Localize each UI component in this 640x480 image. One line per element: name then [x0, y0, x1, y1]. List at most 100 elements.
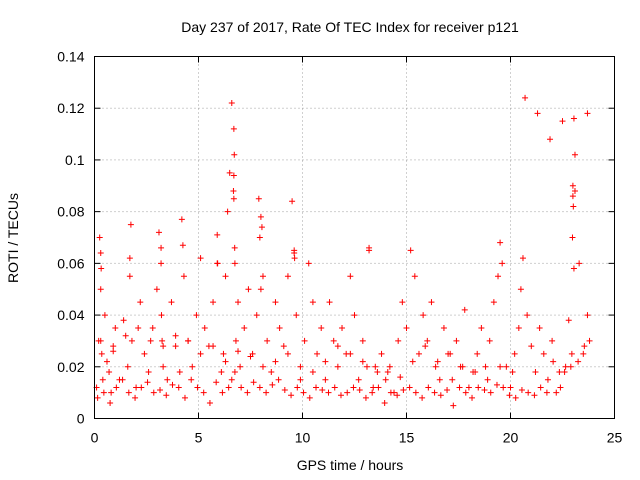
- data-point: [250, 379, 257, 386]
- data-point: [145, 368, 152, 375]
- data-point: [569, 193, 576, 200]
- data-point: [370, 384, 377, 391]
- data-point: [314, 350, 321, 357]
- data-point: [106, 368, 113, 375]
- data-point: [531, 392, 538, 399]
- data-point: [185, 337, 192, 344]
- data-point: [584, 312, 591, 319]
- data-point: [334, 343, 341, 350]
- data-point: [245, 286, 252, 293]
- data-point: [431, 389, 438, 396]
- data-point: [200, 389, 207, 396]
- data-point: [97, 337, 104, 344]
- data-point: [225, 384, 232, 391]
- data-point: [486, 337, 493, 344]
- data-point: [512, 394, 519, 401]
- y-tick-label: 0.08: [57, 204, 84, 220]
- data-point: [550, 358, 557, 365]
- data-point: [440, 325, 447, 331]
- data-point: [509, 368, 516, 375]
- data-point: [259, 273, 266, 280]
- data-point: [119, 376, 126, 383]
- y-tick-label: 0.04: [57, 307, 84, 323]
- data-point: [178, 216, 185, 223]
- data-point: [235, 348, 242, 355]
- data-point: [110, 343, 117, 350]
- data-point: [281, 387, 288, 394]
- data-point: [188, 376, 195, 383]
- data-point: [210, 299, 217, 306]
- data-point: [255, 195, 262, 202]
- data-point: [428, 299, 435, 306]
- data-point: [228, 100, 235, 107]
- data-point: [522, 94, 529, 101]
- data-point: [264, 337, 271, 344]
- data-point: [126, 255, 133, 262]
- data-point: [197, 350, 204, 357]
- data-point: [258, 224, 265, 231]
- data-point: [132, 394, 139, 401]
- data-point: [237, 363, 244, 370]
- data-point: [465, 384, 472, 391]
- data-point: [238, 384, 245, 391]
- x-tick-label: 0: [91, 430, 99, 446]
- data-point: [487, 389, 494, 396]
- data-point: [461, 306, 468, 313]
- data-point: [534, 110, 541, 117]
- data-point: [449, 376, 456, 383]
- data-point: [528, 343, 535, 350]
- data-point: [499, 260, 506, 267]
- data-point: [576, 260, 583, 267]
- data-point: [543, 389, 550, 396]
- data-point: [305, 260, 312, 267]
- data-point: [99, 376, 106, 383]
- data-point: [289, 198, 296, 205]
- data-point: [411, 273, 418, 280]
- data-point: [144, 379, 151, 386]
- data-point: [138, 384, 145, 391]
- data-point: [537, 384, 544, 391]
- data-point: [580, 350, 587, 357]
- data-point: [584, 110, 591, 117]
- data-point: [337, 392, 344, 399]
- data-point: [330, 337, 337, 344]
- data-point: [176, 368, 183, 375]
- data-point: [495, 273, 502, 280]
- data-point: [497, 239, 504, 246]
- data-point: [356, 387, 363, 394]
- x-tick-label: 10: [295, 430, 311, 446]
- data-point: [125, 389, 132, 396]
- data-point: [359, 358, 366, 365]
- data-point: [490, 299, 497, 306]
- data-point: [197, 255, 204, 262]
- data-point: [387, 389, 394, 396]
- data-point: [517, 286, 524, 293]
- data-point: [235, 299, 242, 306]
- data-point: [437, 392, 444, 399]
- data-point: [284, 350, 291, 357]
- data-point: [300, 389, 307, 396]
- data-point: [549, 337, 556, 344]
- data-point: [355, 376, 362, 383]
- data-point: [394, 392, 401, 399]
- data-point: [331, 384, 338, 391]
- x-tick-labels: 0 5 10 15 20 25: [91, 430, 623, 446]
- data-point: [581, 343, 588, 350]
- data-point: [403, 325, 410, 331]
- data-point: [293, 312, 300, 319]
- data-point: [222, 358, 229, 365]
- data-point: [180, 273, 187, 280]
- data-point: [301, 337, 308, 344]
- data-point: [420, 312, 427, 319]
- data-point: [194, 384, 201, 391]
- data-point: [424, 337, 431, 344]
- data-point: [524, 312, 531, 319]
- data-point: [107, 399, 114, 406]
- data-point: [135, 325, 142, 331]
- x-tick-label: 15: [399, 430, 415, 446]
- data-point: [220, 350, 227, 357]
- data-point: [415, 350, 422, 357]
- x-tick-label: 5: [195, 430, 203, 446]
- data-point: [447, 350, 454, 357]
- data-point: [172, 332, 179, 339]
